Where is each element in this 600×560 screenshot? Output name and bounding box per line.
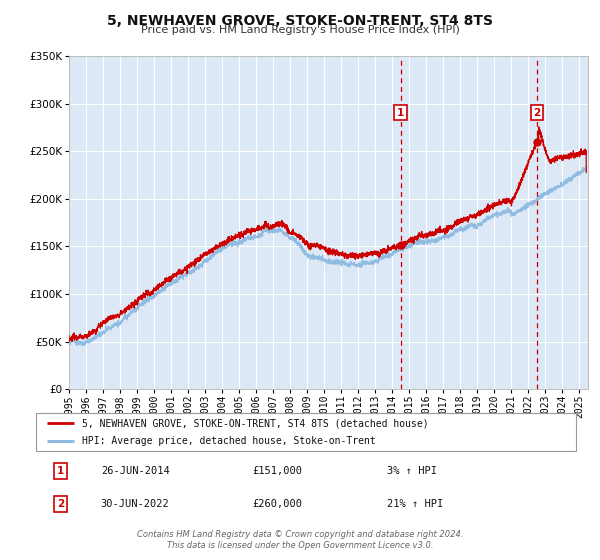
Text: HPI: Average price, detached house, Stoke-on-Trent: HPI: Average price, detached house, Stok…	[82, 436, 376, 446]
Text: 2: 2	[56, 499, 64, 509]
Text: 21% ↑ HPI: 21% ↑ HPI	[387, 499, 443, 509]
Text: This data is licensed under the Open Government Licence v3.0.: This data is licensed under the Open Gov…	[167, 541, 433, 550]
Text: £260,000: £260,000	[252, 499, 302, 509]
Text: 5, NEWHAVEN GROVE, STOKE-ON-TRENT, ST4 8TS: 5, NEWHAVEN GROVE, STOKE-ON-TRENT, ST4 8…	[107, 14, 493, 28]
Text: 3% ↑ HPI: 3% ↑ HPI	[387, 466, 437, 476]
Text: £151,000: £151,000	[252, 466, 302, 476]
Text: 1: 1	[397, 108, 404, 118]
Text: 1: 1	[56, 466, 64, 476]
Text: Contains HM Land Registry data © Crown copyright and database right 2024.: Contains HM Land Registry data © Crown c…	[137, 530, 463, 539]
Text: 30-JUN-2022: 30-JUN-2022	[101, 499, 170, 509]
Text: Price paid vs. HM Land Registry's House Price Index (HPI): Price paid vs. HM Land Registry's House …	[140, 25, 460, 35]
Text: 5, NEWHAVEN GROVE, STOKE-ON-TRENT, ST4 8TS (detached house): 5, NEWHAVEN GROVE, STOKE-ON-TRENT, ST4 8…	[82, 418, 428, 428]
Text: 26-JUN-2014: 26-JUN-2014	[101, 466, 170, 476]
Text: 2: 2	[533, 108, 541, 118]
